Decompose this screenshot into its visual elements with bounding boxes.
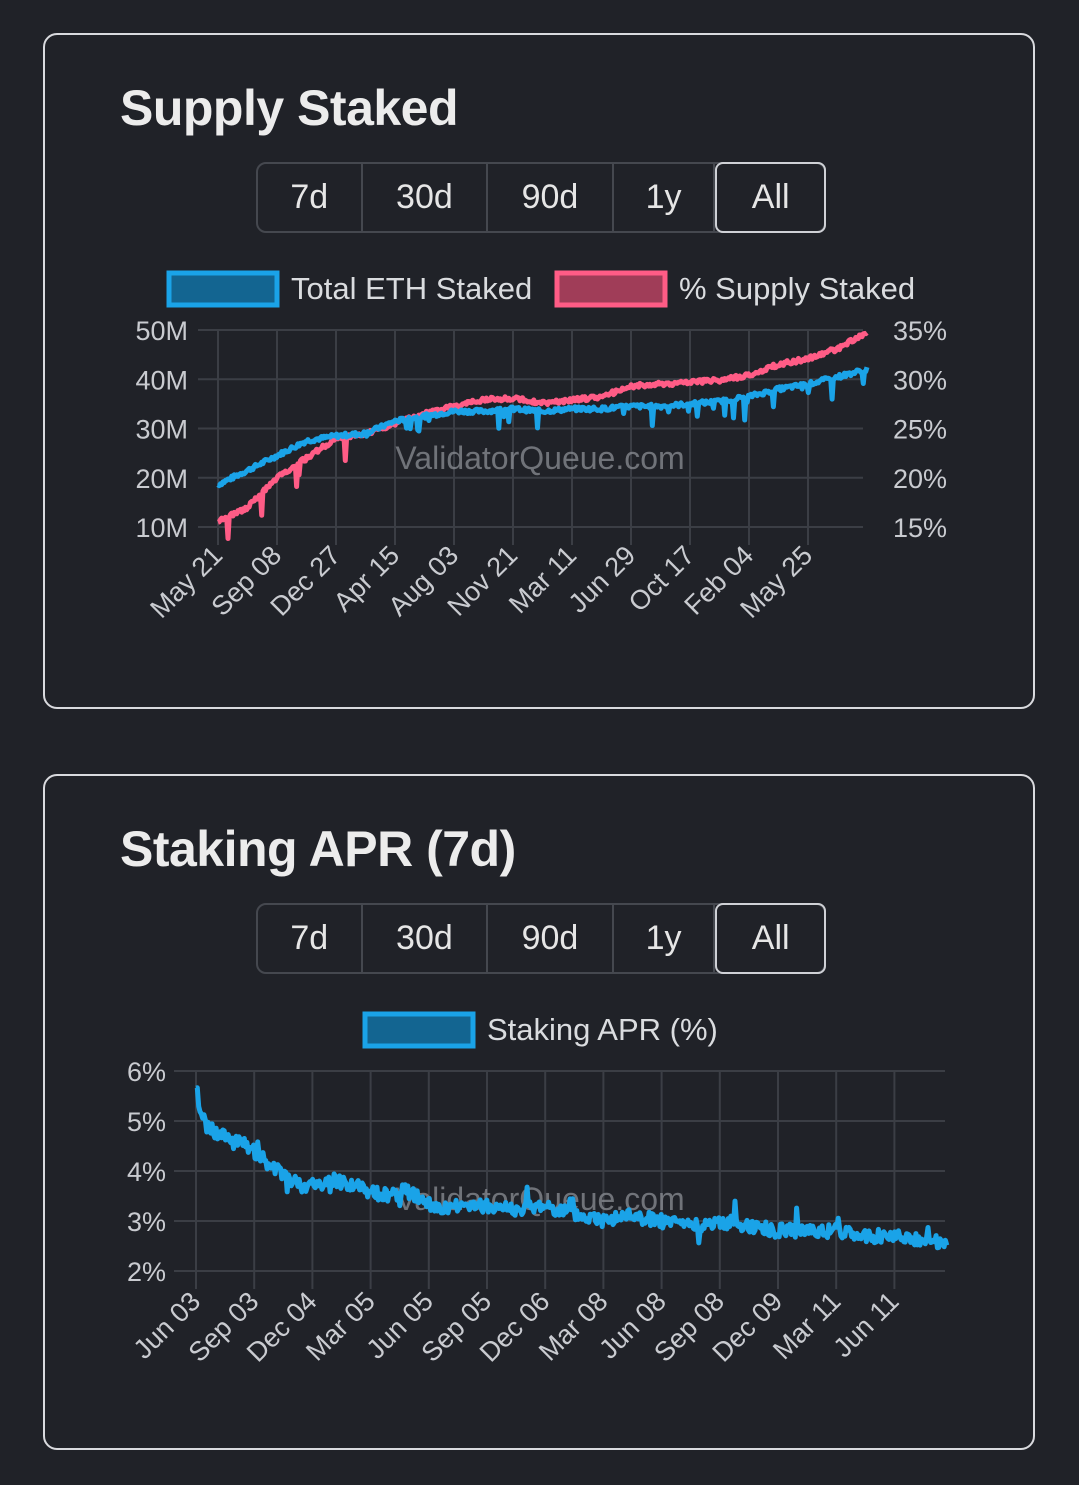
y-right-tick-label: 35% [893, 316, 947, 346]
legend-swatch-total [166, 270, 280, 308]
range-button-90d[interactable]: 90d [488, 905, 614, 972]
range-button-all[interactable]: All [715, 162, 826, 233]
x-tick-label: Mar 11 [767, 1286, 846, 1365]
y-left-tick-label: 50M [135, 316, 188, 346]
x-tick-label: Jun 29 [563, 540, 642, 619]
y-tick-label: 4% [127, 1157, 166, 1187]
y-tick-label: 2% [127, 1257, 166, 1287]
staking-apr-card: ValidatorQueue.com 6% 5% 4% 3% 2% Jun 03 Sep 03… [43, 774, 1035, 1450]
staking-apr-title: Staking APR (7d) [120, 821, 516, 877]
y-left-tick-label: 30M [135, 415, 188, 445]
range-button-all[interactable]: All [715, 903, 826, 974]
legend: Staking APR (%) [362, 1011, 718, 1049]
x-tick-label: Mar 11 [503, 540, 582, 619]
y-left-tick-label: 10M [135, 513, 188, 543]
y-left-tick-label: 20M [135, 464, 188, 494]
range-button-90d[interactable]: 90d [488, 164, 614, 231]
supply-staked-title: Supply Staked [120, 80, 459, 136]
legend-label-percent: % Supply Staked [679, 271, 915, 306]
supply-staked-card: ValidatorQueue.com 50M 40M 30M 20M 10M 35% 30% 2… [43, 33, 1035, 709]
y-right-tick-label: 25% [893, 415, 947, 445]
range-button-30d[interactable]: 30d [363, 905, 489, 972]
series-percent-supply-staked [216, 330, 869, 541]
legend: Total ETH Staked % Supply Staked [166, 270, 915, 308]
range-button-7d[interactable]: 7d [258, 905, 363, 972]
y-tick-label: 6% [127, 1057, 166, 1087]
range-button-1y[interactable]: 1y [614, 905, 716, 972]
y-tick-label: 5% [127, 1107, 166, 1137]
apr-range-selector: 7d 30d 90d 1y All [256, 903, 826, 974]
series-staking-apr [194, 1085, 950, 1251]
range-button-1y[interactable]: 1y [614, 164, 716, 231]
supply-staked-chart: ValidatorQueue.com 50M 40M 30M 20M 10M 35% 30% 2… [135, 270, 947, 624]
y-right-tick-label: 20% [893, 464, 947, 494]
legend-swatch-percent [554, 270, 668, 308]
y-left-tick-label: 40M [135, 365, 188, 395]
y-right-tick-label: 30% [893, 365, 947, 395]
range-button-30d[interactable]: 30d [363, 164, 489, 231]
legend-label-apr: Staking APR (%) [487, 1012, 718, 1047]
grid [174, 1070, 945, 1289]
watermark: ValidatorQueue.com [395, 440, 684, 476]
y-tick-label: 3% [127, 1207, 166, 1237]
legend-swatch-apr [362, 1011, 476, 1049]
y-right-tick-label: 15% [893, 513, 947, 543]
legend-label-total: Total ETH Staked [291, 271, 532, 306]
range-button-7d[interactable]: 7d [258, 164, 363, 231]
supply-range-selector: 7d 30d 90d 1y All [256, 162, 826, 233]
series-total-eth-staked [216, 366, 870, 489]
grid [198, 329, 863, 545]
x-tick-label: Jun 11 [828, 1286, 905, 1363]
